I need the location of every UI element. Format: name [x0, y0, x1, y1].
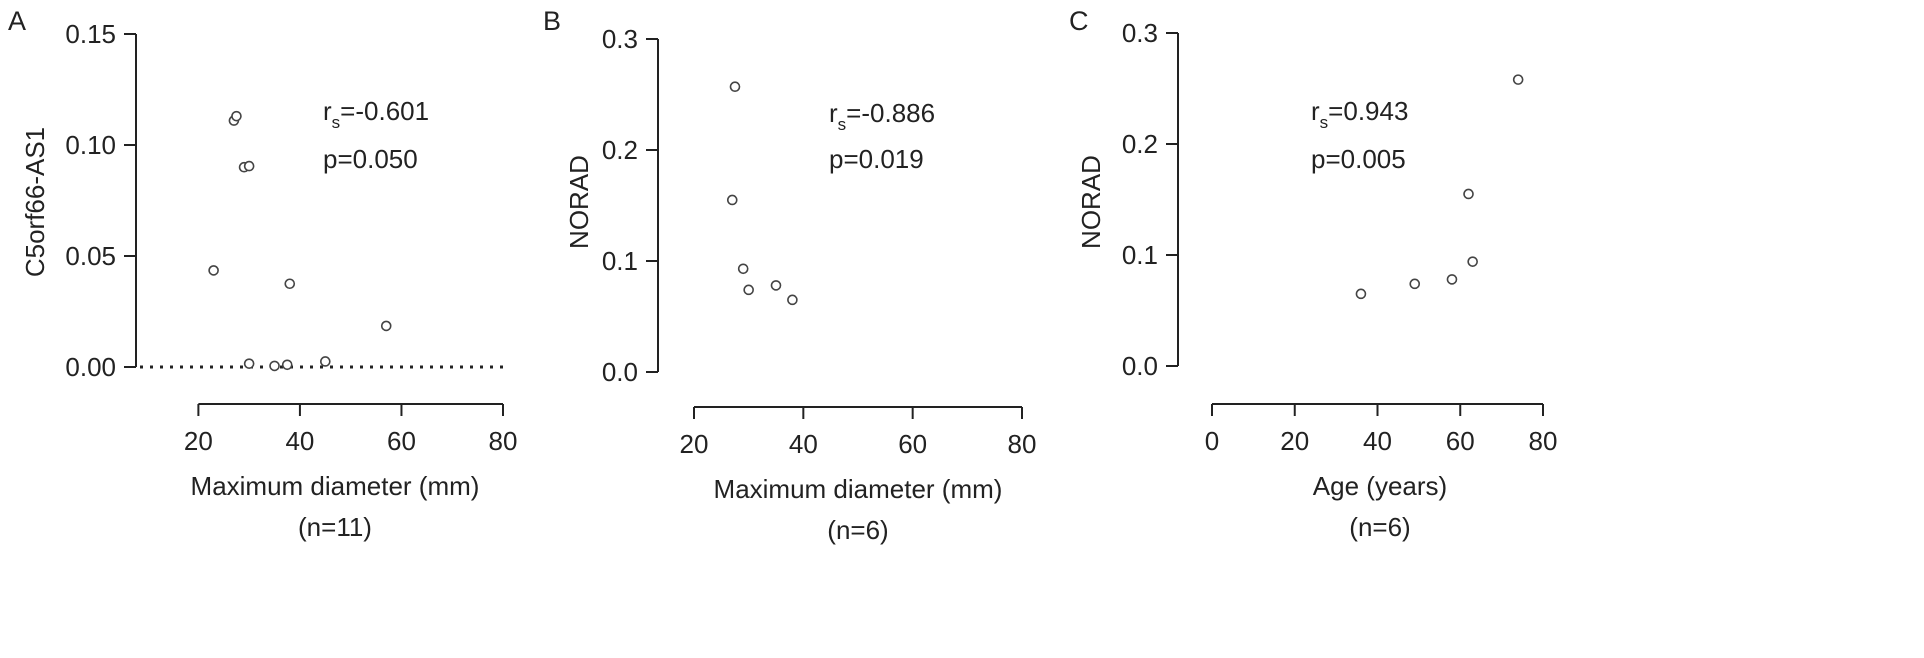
data-point	[1446, 274, 1458, 285]
sample-size-label: (n=6)	[827, 515, 888, 545]
panel-a: A 0.00 0.05 0.10 0.15 20 40 60 80 rs=-0.601 p=0.05…	[8, 6, 517, 542]
panel-label: C	[1069, 6, 1089, 36]
data-point	[726, 194, 738, 206]
data-point	[1355, 288, 1367, 300]
spearman-r-label: rs=-0.601	[323, 96, 429, 132]
data-point	[1467, 256, 1478, 267]
y-tick-label: 0.3	[602, 24, 638, 54]
sample-size-label: (n=11)	[298, 512, 372, 542]
data-point	[281, 359, 293, 371]
x-axis-label: Maximum diameter (mm)	[714, 474, 1003, 504]
y-axis-label: C5orf66-AS1	[20, 127, 50, 277]
data-point	[787, 294, 798, 306]
data-point	[1512, 74, 1524, 85]
x-tick-label: 20	[1280, 426, 1309, 456]
sample-size-label: (n=6)	[1349, 512, 1410, 542]
data-point	[243, 160, 255, 172]
x-tick-label: 80	[1529, 426, 1558, 456]
data-point	[729, 81, 741, 93]
y-tick-label: 0.0	[602, 357, 638, 387]
data-point	[1463, 188, 1474, 200]
y-tick-label: 0.2	[1122, 129, 1158, 159]
r-subscript: s	[838, 115, 847, 134]
spearman-r-label: rs=0.943	[1311, 96, 1408, 132]
data-point	[243, 358, 255, 369]
r-value: =0.943	[1328, 96, 1408, 126]
y-axis-label: NORAD	[1076, 155, 1106, 249]
data-point	[770, 280, 782, 291]
data-point	[1409, 278, 1421, 290]
r-value: =-0.601	[340, 96, 429, 126]
y-tick-label: 0.1	[1122, 240, 1158, 270]
x-tick-label: 20	[184, 426, 213, 456]
data-point	[269, 360, 280, 372]
y-axis-label: NORAD	[564, 155, 594, 249]
panel-label: B	[543, 6, 561, 36]
x-tick-label: 40	[285, 426, 314, 456]
y-tick-label: 0.3	[1122, 18, 1158, 48]
x-tick-label: 40	[1363, 426, 1392, 456]
y-tick-label: 0.00	[65, 352, 116, 382]
y-tick-label: 0.2	[602, 135, 638, 165]
x-tick-label: 80	[1008, 429, 1037, 459]
r-subscript: s	[1320, 113, 1329, 132]
data-point	[284, 278, 296, 290]
x-axis-label: Maximum diameter (mm)	[191, 471, 480, 501]
y-tick-label: 0.1	[602, 246, 638, 276]
y-tick-label: 0.05	[65, 241, 116, 271]
x-tick-label: 60	[898, 429, 927, 459]
x-tick-label: 60	[387, 426, 416, 456]
x-tick-label: 60	[1446, 426, 1475, 456]
spearman-r-label: rs=-0.886	[829, 98, 935, 134]
y-tick-label: 0.10	[65, 130, 116, 160]
x-tick-label: 80	[489, 426, 518, 456]
r-symbol: r	[323, 96, 332, 126]
data-point	[320, 356, 331, 367]
data-point	[208, 265, 219, 276]
data-point	[231, 110, 242, 122]
x-axis-label: Age (years)	[1313, 471, 1447, 501]
x-tick-label: 40	[789, 429, 818, 459]
p-value-label: p=0.019	[829, 144, 924, 174]
data-point	[380, 320, 392, 332]
panel-label: A	[8, 6, 26, 36]
y-tick-label: 0.0	[1122, 351, 1158, 381]
r-symbol: r	[829, 98, 838, 128]
r-value: =-0.886	[846, 98, 935, 128]
panel-b: B 0.0 0.1 0.2 0.3 20 40 60 80 rs=-0.886 p=0.019 Max…	[543, 6, 1036, 545]
x-tick-label: 0	[1205, 426, 1219, 456]
data-point	[743, 284, 754, 296]
p-value-label: p=0.005	[1311, 144, 1406, 174]
r-symbol: r	[1311, 96, 1320, 126]
y-tick-label: 0.15	[65, 19, 116, 49]
x-tick-label: 20	[680, 429, 709, 459]
data-point	[737, 263, 749, 275]
panel-c: C 0.0 0.1 0.2 0.3 0 20 40 60 80 rs=0.943 p=0.005 Age…	[1069, 6, 1557, 542]
r-subscript: s	[332, 113, 341, 132]
p-value-label: p=0.050	[323, 144, 418, 174]
